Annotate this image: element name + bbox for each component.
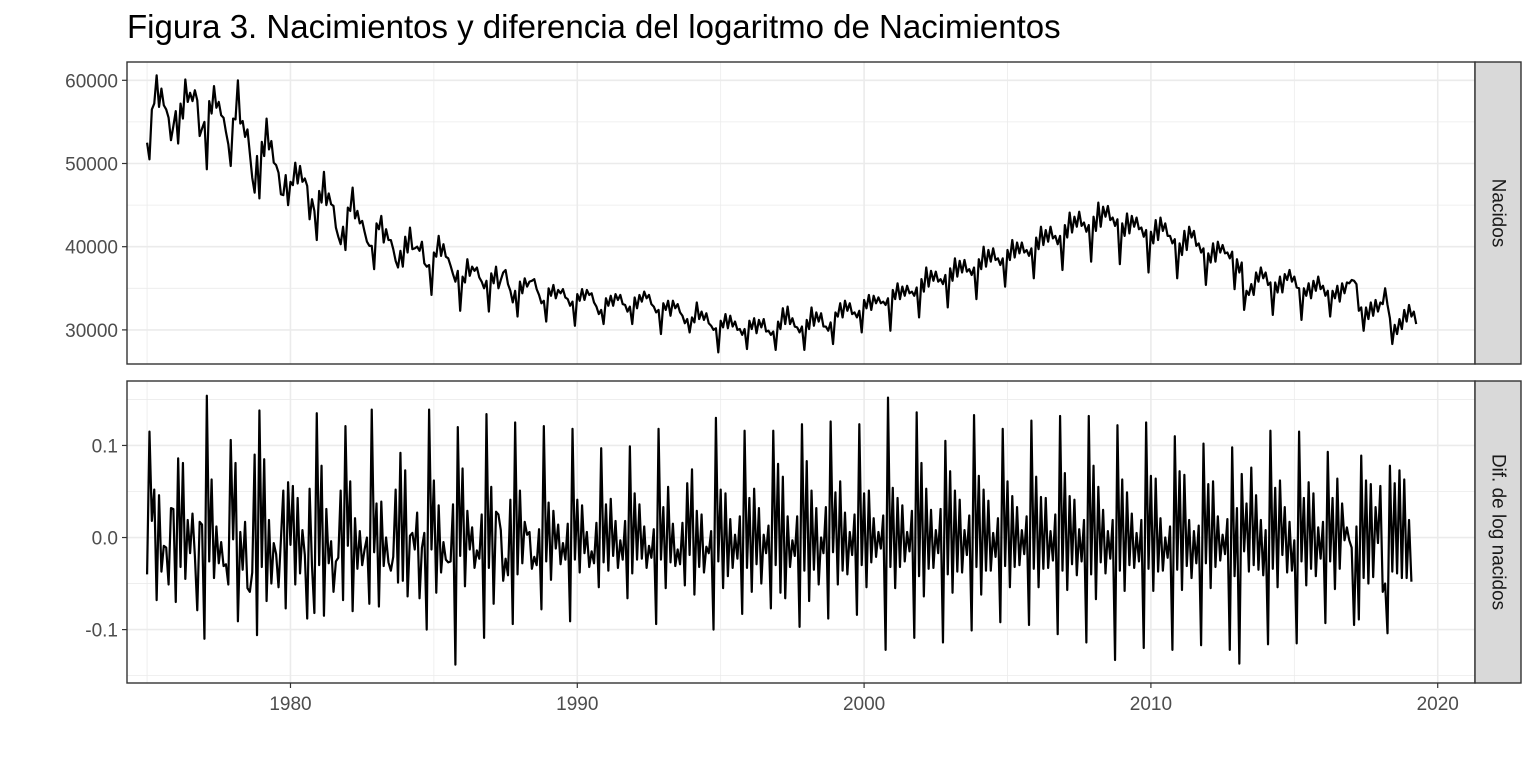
- y-tick-label: 30000: [65, 321, 118, 342]
- x-tick-label: 2010: [1130, 694, 1172, 715]
- x-tick-label: 1990: [556, 694, 598, 715]
- panel-nacidos-background: [127, 62, 1475, 364]
- panel-nacidos-strip: Nacidos: [1474, 61, 1522, 365]
- panel-dif-log-y-axis: -0.1 0.0 0.1: [85, 436, 127, 642]
- y-tick-label: 50000: [65, 154, 118, 175]
- panel-dif-log-strip: Dif. de log nacidos: [1474, 380, 1522, 684]
- panel-dif-log: -0.1 0.0 0.1 Dif. de log nacidos: [85, 380, 1522, 684]
- panel-nacidos-series-line: [145, 74, 1418, 354]
- x-axis: 1980 1990 2000 2010 2020: [269, 683, 1459, 715]
- panel-nacidos-strip-label: Nacidos: [1488, 179, 1509, 248]
- y-tick-label: 0.1: [92, 436, 118, 457]
- panel-nacidos-y-axis: 30000 40000 50000 60000: [65, 71, 127, 342]
- x-tick-label: 2020: [1417, 694, 1459, 715]
- panel-dif-log-series-line: [145, 394, 1413, 666]
- y-tick-label: -0.1: [85, 621, 118, 642]
- panel-nacidos-strip-background: [1474, 61, 1522, 365]
- panel-dif-log-strip-label: Dif. de log nacidos: [1488, 454, 1509, 610]
- chart-title: Figura 3. Nacimientos y diferencia del l…: [127, 8, 1061, 45]
- panel-dif-log-strip-background: [1474, 380, 1522, 684]
- y-tick-label: 60000: [65, 71, 118, 92]
- panel-nacidos: 30000 40000 50000 60000 Nacidos: [65, 61, 1522, 365]
- x-tick-label: 1980: [269, 694, 311, 715]
- x-tick-label: 2000: [843, 694, 885, 715]
- y-tick-label: 0.0: [92, 529, 118, 550]
- y-tick-label: 40000: [65, 238, 118, 259]
